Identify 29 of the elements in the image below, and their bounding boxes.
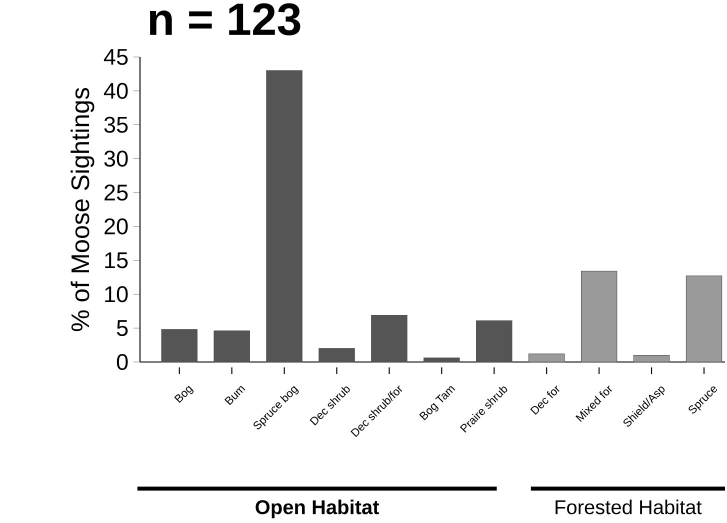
text: Forested Habitat <box>556 500 702 514</box>
bar <box>318 348 355 362</box>
y-tick-label: 10 <box>105 286 128 302</box>
x-tick-label: Bog <box>174 386 194 403</box>
bar <box>528 354 565 362</box>
y-tick-label: 40 <box>104 82 128 99</box>
x-tick-label: Bog Tam <box>419 386 456 420</box>
y-tick-label: 35 <box>104 116 128 133</box>
bar <box>424 358 460 362</box>
bar <box>686 276 722 362</box>
y-axis-title: % of Moose Sightings <box>70 88 94 332</box>
chart-title: n = 123 <box>150 3 300 36</box>
x-tick-label: Dec for <box>530 385 560 415</box>
y-tick-label: 20 <box>104 218 128 234</box>
bar <box>580 270 618 362</box>
bar <box>161 329 198 362</box>
y-tick-label: 5 <box>116 320 128 336</box>
x-tick-label: Bum <box>224 386 246 406</box>
bar <box>633 354 670 362</box>
y-tick-label: 0 <box>116 354 128 370</box>
y-tick-label: 15 <box>105 252 128 268</box>
bar <box>371 314 408 362</box>
bar <box>476 320 512 362</box>
text: Open Habitat <box>256 500 380 518</box>
y-tick-label: 30 <box>104 150 128 167</box>
y-tick-label: 45 <box>104 49 128 65</box>
bar <box>266 70 302 362</box>
bar <box>214 330 250 362</box>
y-tick-label: 25 <box>104 184 128 201</box>
